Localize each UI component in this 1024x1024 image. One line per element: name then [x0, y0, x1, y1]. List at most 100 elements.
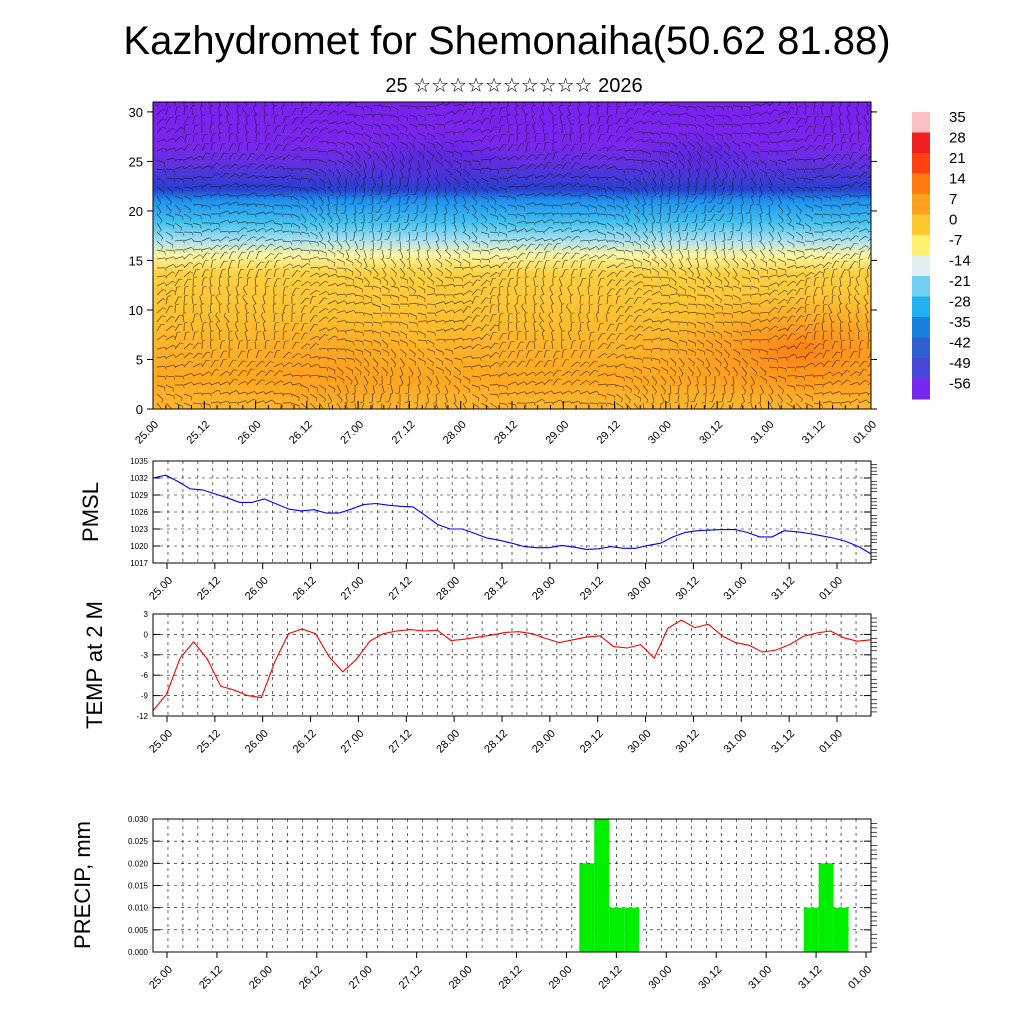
wind-barb-feather	[675, 146, 677, 151]
wind-barb	[453, 213, 456, 222]
wind-barb	[406, 195, 410, 204]
wind-barb-feather	[291, 312, 296, 315]
wind-barb-feather	[681, 157, 685, 161]
wind-barb-feather	[246, 114, 251, 117]
wind-barb-feather	[297, 200, 300, 204]
wind-barb	[318, 168, 326, 174]
wind-barb	[786, 289, 794, 296]
wind-barb	[282, 305, 286, 314]
wind-barb	[318, 159, 327, 164]
wind-barb	[750, 267, 759, 272]
wind-barb	[542, 269, 545, 278]
wind-barb	[244, 102, 248, 107]
wind-barb	[606, 222, 614, 228]
wind-barb	[521, 107, 527, 116]
wind-barb-feather	[551, 212, 554, 216]
wind-barb	[246, 278, 249, 287]
wind-barb	[327, 292, 336, 296]
wind-barb-feather	[596, 246, 599, 250]
wind-barb-feather	[720, 155, 722, 160]
wind-barb	[363, 366, 370, 374]
wind-barb	[282, 247, 291, 251]
wind-barb-feather	[236, 312, 240, 315]
wind-barb-feather	[498, 321, 503, 324]
wind-barb-feather	[725, 364, 729, 368]
wind-barb-feather	[515, 238, 519, 243]
wind-barb-feather	[371, 322, 374, 327]
wind-barb	[543, 134, 546, 143]
wind-barb-feather	[192, 285, 197, 288]
wind-barb	[723, 303, 732, 306]
wind-barb-feather	[443, 309, 446, 313]
wind-barb-feather	[523, 372, 527, 375]
wind-barb	[246, 269, 251, 278]
wind-barb	[696, 141, 703, 149]
wind-barb-feather	[580, 321, 585, 324]
wind-barb-feather	[680, 373, 684, 377]
wind-barb-feather	[297, 279, 301, 282]
wind-barb	[183, 156, 192, 161]
wind-barb	[434, 213, 437, 222]
wind-barb	[192, 231, 201, 234]
wind-barb	[336, 110, 344, 116]
wind-barb-feather	[184, 294, 189, 297]
wind-barb-feather	[704, 305, 706, 309]
wind-barb	[353, 231, 356, 240]
wind-barb	[462, 355, 471, 359]
wind-barb-feather	[244, 302, 249, 306]
wind-barb	[336, 375, 345, 381]
wind-barb	[318, 366, 327, 369]
wind-barb	[615, 279, 622, 287]
wind-barb-feather	[398, 322, 401, 326]
wind-barb-feather	[553, 123, 558, 126]
wind-barb	[254, 278, 257, 287]
wind-barb-feather	[785, 274, 789, 278]
wind-barb	[795, 342, 802, 350]
wind-barb-feather	[350, 155, 353, 160]
wind-barb-feather	[832, 294, 836, 297]
wind-barb-feather	[856, 113, 860, 117]
wind-barb	[669, 348, 678, 351]
wind-barb	[318, 109, 326, 116]
wind-barb-feather	[727, 283, 730, 287]
wind-barb	[768, 375, 777, 380]
wind-barb-feather	[215, 321, 219, 325]
wind-barb-feather	[200, 363, 203, 367]
wind-barb	[372, 267, 379, 275]
wind-barb	[786, 249, 795, 253]
wind-barb-feather	[547, 105, 551, 109]
wind-barb	[849, 261, 855, 269]
wind-barb	[624, 280, 632, 287]
wind-barb-feather	[243, 369, 247, 372]
wind-barb-feather	[432, 371, 434, 375]
wind-barb-feather	[571, 321, 575, 324]
wind-barb-feather	[506, 303, 510, 306]
wind-barb-feather	[858, 123, 862, 126]
wind-barb-feather	[317, 242, 319, 246]
wind-barb-feather	[217, 172, 221, 176]
wind-barb	[300, 158, 309, 161]
wind-barb-feather	[866, 219, 870, 223]
wind-barb	[642, 366, 651, 370]
wind-barb-feather	[272, 176, 275, 180]
wind-barb-feather	[217, 122, 222, 126]
wind-barb-feather	[385, 156, 388, 161]
wind-barb	[210, 222, 219, 225]
wind-barb	[291, 279, 298, 287]
wind-barb-feather	[812, 158, 815, 163]
wind-barb	[552, 243, 558, 251]
wind-barb	[192, 269, 197, 278]
wind-barb	[453, 267, 463, 269]
wind-barb	[759, 299, 768, 305]
wind-barb	[399, 249, 404, 258]
wind-barb-feather	[821, 285, 825, 288]
wind-barb-feather	[740, 203, 744, 206]
wind-barb-feather	[630, 271, 635, 274]
wind-barb	[336, 276, 346, 278]
wind-barb-feather	[263, 105, 267, 108]
wind-barb-feather	[494, 227, 497, 232]
wind-barb-feather	[343, 185, 348, 188]
wind-barb-feather	[641, 138, 645, 142]
wind-barb	[228, 153, 234, 161]
wind-barb-feather	[386, 257, 390, 260]
